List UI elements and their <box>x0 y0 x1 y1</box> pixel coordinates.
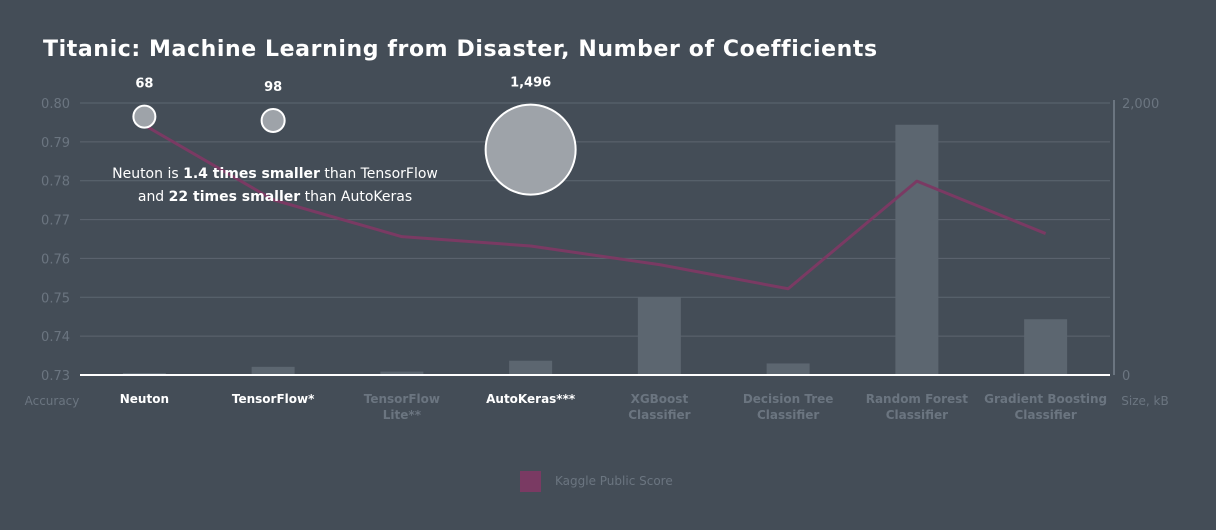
x-tick-label-line: TensorFlow* <box>232 392 315 406</box>
line-series-kaggle-public-score[interactable] <box>143 123 1047 291</box>
bar[interactable] <box>637 297 681 375</box>
x-tick-label: TensorFlow Lite** <box>364 392 440 422</box>
x-tick-label-line: Lite** <box>383 408 422 422</box>
axes <box>80 100 1115 376</box>
annotation-2-bold: 22 times smaller <box>169 189 301 205</box>
y-tick-label: 0.75 <box>41 291 70 306</box>
grid <box>80 102 1110 337</box>
annotation-1-bold: 1.4 times smaller <box>183 166 320 182</box>
bar[interactable] <box>380 371 424 375</box>
y-tick-label: 0.77 <box>41 214 70 229</box>
legend[interactable]: Kaggle Public Score <box>520 471 673 492</box>
y-axis-label: Accuracy <box>25 394 80 408</box>
x-tick-label: Neuton <box>120 392 169 406</box>
y-tick-label: 0.79 <box>41 136 70 151</box>
y-tick-label: 0.73 <box>41 369 70 384</box>
bubble-label: 98 <box>264 80 282 95</box>
bubbles: 68 98 1,496 <box>132 76 577 196</box>
bar[interactable] <box>122 372 166 375</box>
bar[interactable] <box>251 366 295 375</box>
x-tick-label-line: Gradient Boosting <box>984 392 1107 406</box>
bubble-label: 68 <box>135 77 153 92</box>
y-tick-label: 0.76 <box>41 252 70 267</box>
y-tick-label: 0.78 <box>41 175 70 190</box>
x-tick-label-line: TensorFlow <box>364 392 440 406</box>
x-tick-label-line: AutoKeras*** <box>486 392 576 406</box>
labels: 0.73 0.74 0.75 0.76 0.77 0.78 0.79 0.80 Accuracy… <box>25 97 1169 422</box>
annotation-1-suffix: than TensorFlow <box>320 166 438 182</box>
x-tick-label-line: Decision Tree <box>743 392 834 406</box>
x-tick-label: Decision Tree Classifier <box>743 392 834 422</box>
x-tick-label: Gradient Boosting Classifier <box>984 392 1107 422</box>
annotation-line-1: Neuton is 1.4 times smaller than TensorF… <box>112 166 438 182</box>
bar[interactable] <box>1024 319 1068 375</box>
annotation-line-2: and 22 times smaller than AutoKeras <box>138 189 412 205</box>
y2-tick-label: 2,000 <box>1122 97 1159 112</box>
bar[interactable] <box>766 363 810 375</box>
bubble[interactable] <box>132 104 157 129</box>
x-tick-label-line: XGBoost <box>631 392 689 406</box>
bubble-label: 1,496 <box>510 76 551 91</box>
x-tick-label-line: Classifier <box>1014 408 1076 422</box>
bubble[interactable] <box>260 107 286 134</box>
x-tick-label-line: Random Forest <box>866 392 969 406</box>
legend-label[interactable]: Kaggle Public Score <box>555 474 673 488</box>
chart-title: Titanic: Machine Learning from Disaster,… <box>43 37 878 62</box>
bubble[interactable] <box>484 103 577 196</box>
x-tick-label-line: Classifier <box>757 408 819 422</box>
y2-tick-label: 0 <box>1122 369 1130 384</box>
annotation-2-prefix: and <box>138 189 169 205</box>
bar[interactable] <box>509 360 553 375</box>
x-tick-label-line: Classifier <box>628 408 690 422</box>
x-tick-label: AutoKeras*** <box>486 392 576 406</box>
y-tick-label: 0.74 <box>41 330 70 345</box>
x-tick-label-line: Neuton <box>120 392 169 406</box>
legend-swatch[interactable] <box>520 471 541 492</box>
x-tick-label: Random Forest Classifier <box>866 392 969 422</box>
annotation-1-prefix: Neuton is <box>112 166 183 182</box>
x-tick-label-line: Classifier <box>886 408 948 422</box>
x-tick-label: TensorFlow* <box>232 392 315 406</box>
line-series <box>143 123 1047 291</box>
x-tick-label: XGBoost Classifier <box>628 392 690 422</box>
bar[interactable] <box>895 124 939 375</box>
y2-axis-label: Size, kB <box>1121 394 1168 408</box>
y-tick-label: 0.80 <box>41 97 70 112</box>
bars <box>122 124 1068 375</box>
annotation-2-suffix: than AutoKeras <box>300 189 412 205</box>
